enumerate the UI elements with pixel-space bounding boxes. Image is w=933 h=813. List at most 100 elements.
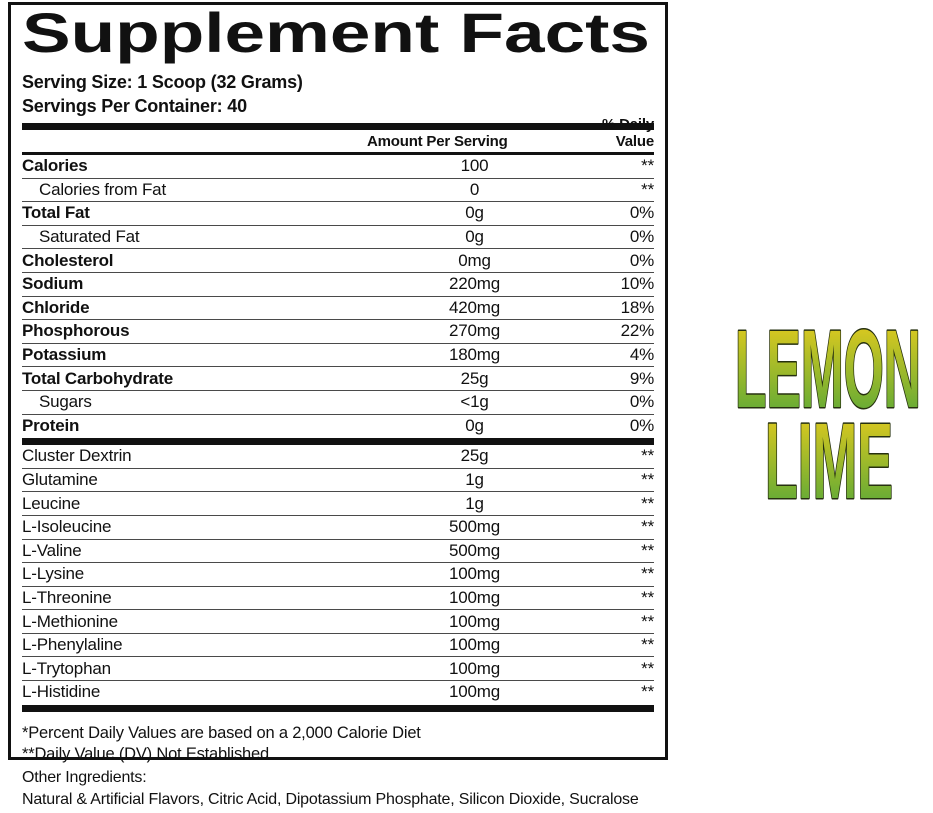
ingredient-name: L-Lysine — [22, 564, 85, 584]
flavor-word-lime: LIME — [765, 400, 893, 505]
ingredient-amount: 25g — [460, 446, 489, 466]
divider-thick-bottom — [22, 704, 654, 712]
ingredient-daily-value: ** — [641, 446, 654, 466]
table-row: L-Phenylaline 100mg ** — [22, 634, 654, 658]
footnote-daily-values: *Percent Daily Values are based on a 2,0… — [22, 723, 421, 742]
nutrient-daily-value: 22% — [620, 321, 655, 341]
ingredient-daily-value: ** — [641, 682, 654, 702]
nutrient-daily-value: 4% — [629, 345, 654, 365]
nutrient-daily-value: 0% — [629, 227, 654, 247]
table-row: Total Carbohydrate 25g 9% — [22, 367, 654, 391]
table-row: Saturated Fat 0g 0% — [22, 226, 654, 250]
ingredient-daily-value: ** — [641, 517, 654, 537]
nutrient-amount: 220mg — [449, 274, 500, 294]
table-row: Sodium 220mg 10% — [22, 273, 654, 297]
nutrient-amount: 180mg — [449, 345, 500, 365]
ingredient-amount: 100mg — [449, 611, 500, 631]
table-row: Phosphorous 270mg 22% — [22, 320, 654, 344]
nutrient-amount: 0g — [465, 227, 484, 247]
nutrient-daily-value: 0% — [629, 415, 654, 435]
other-ingredients-section: Other Ingredients: Natural & Artificial … — [22, 767, 639, 811]
nutrients-table: Calories 100 ** Calories from Fat 0 ** T… — [22, 155, 654, 437]
nutrient-name: Total Fat — [22, 203, 90, 223]
ingredient-daily-value: ** — [641, 493, 654, 513]
table-row: L-Methionine 100mg ** — [22, 610, 654, 634]
nutrient-name: Saturated Fat — [39, 227, 140, 247]
ingredient-name: Cluster Dextrin — [22, 446, 132, 466]
table-row: Potassium 180mg 4% — [22, 344, 654, 368]
other-ingredients-heading: Other Ingredients: — [22, 769, 147, 786]
table-row: L-Threonine 100mg ** — [22, 587, 654, 611]
table-row: Protein 0g 0% — [22, 415, 654, 438]
table-row: Sugars <1g 0% — [22, 391, 654, 415]
nutrient-daily-value: ** — [641, 156, 654, 176]
nutrient-amount: 0mg — [458, 250, 491, 270]
nutrient-amount: 0 — [469, 179, 480, 199]
nutrient-name: Sodium — [22, 274, 84, 294]
nutrient-name: Cholesterol — [22, 250, 114, 270]
table-row: Leucine 1g ** — [22, 492, 654, 516]
ingredient-name: L-Methionine — [22, 611, 118, 631]
flavor-word-lemon: LEMON — [735, 320, 921, 431]
nutrient-daily-value: 9% — [629, 368, 654, 388]
ingredient-daily-value: ** — [641, 564, 654, 584]
ingredient-amount: 500mg — [449, 517, 500, 537]
table-row: L-Trytophan 100mg ** — [22, 657, 654, 682]
nutrient-daily-value: 0% — [629, 392, 654, 412]
ingredient-daily-value: ** — [641, 587, 654, 607]
table-row: Calories 100 ** — [22, 155, 654, 179]
ingredient-amount: 100mg — [449, 564, 500, 584]
nutrient-name: Calories from Fat — [39, 179, 166, 199]
ingredient-name: L-Threonine — [22, 587, 112, 607]
ingredient-daily-value: ** — [641, 540, 654, 560]
ingredient-amount: 100mg — [449, 682, 500, 702]
ingredients-table: Cluster Dextrin 25g ** Glutamine 1g ** L… — [22, 445, 654, 704]
ingredient-amount: 100mg — [449, 587, 500, 607]
ingredient-name: L-Phenylaline — [22, 635, 123, 655]
nutrient-name: Phosphorous — [22, 321, 130, 341]
nutrient-amount: 0g — [465, 415, 484, 435]
table-row: Calories from Fat 0 ** — [22, 179, 654, 203]
nutrient-daily-value: 0% — [629, 203, 654, 223]
ingredient-daily-value: ** — [641, 470, 654, 490]
nutrient-daily-value: 18% — [620, 297, 655, 317]
table-row: L-Isoleucine 500mg ** — [22, 516, 654, 540]
ingredient-name: L-Isoleucine — [22, 517, 112, 537]
ingredient-amount: 100mg — [449, 658, 500, 678]
table-row: L-Valine 500mg ** — [22, 540, 654, 564]
nutrient-amount: 270mg — [449, 321, 500, 341]
page-title: Supplement Facts — [22, 9, 650, 64]
other-ingredients-list: Natural & Artificial Flavors, Citric Aci… — [22, 791, 639, 808]
table-row: Total Fat 0g 0% — [22, 202, 654, 226]
panel-title-graphic: Supplement Facts — [22, 9, 650, 64]
servings-per-container: Servings Per Container: 40 — [22, 96, 247, 116]
nutrient-amount: 0g — [465, 203, 484, 223]
table-row: Cholesterol 0mg 0% — [22, 249, 654, 273]
table-row: Chloride 420mg 18% — [22, 297, 654, 321]
supplement-facts-panel: Supplement Facts Serving Size: 1 Scoop (… — [8, 2, 668, 763]
ingredient-daily-value: ** — [641, 658, 654, 678]
ingredient-amount: 100mg — [449, 635, 500, 655]
nutrient-name: Potassium — [22, 345, 107, 365]
table-row: L-Lysine 100mg ** — [22, 563, 654, 587]
nutrient-daily-value: 0% — [629, 250, 654, 270]
ingredient-amount: 1g — [465, 470, 484, 490]
divider-thick-middle — [22, 438, 654, 446]
nutrient-amount: 100 — [460, 156, 489, 176]
nutrient-name: Sugars — [39, 392, 92, 412]
footnote-dv-not-established: **Daily Value (DV) Not Established — [22, 744, 269, 763]
ingredient-name: L-Histidine — [22, 682, 101, 702]
nutrient-name: Protein — [22, 415, 80, 435]
nutrient-daily-value: 10% — [620, 274, 655, 294]
table-row: L-Histidine 100mg ** — [22, 681, 654, 704]
ingredient-name: Leucine — [22, 493, 81, 513]
ingredient-amount: 1g — [465, 493, 484, 513]
table-header-row: Amount Per Serving % Daily Value — [22, 116, 654, 155]
header-amount-per-serving: Amount Per Serving — [367, 133, 508, 150]
ingredient-amount: 500mg — [449, 540, 500, 560]
nutrient-name: Total Carbohydrate — [22, 368, 173, 388]
flavor-logo: LEMON LIME — [734, 320, 923, 505]
nutrient-name: Calories — [22, 156, 88, 176]
nutrient-amount: 25g — [460, 368, 489, 388]
